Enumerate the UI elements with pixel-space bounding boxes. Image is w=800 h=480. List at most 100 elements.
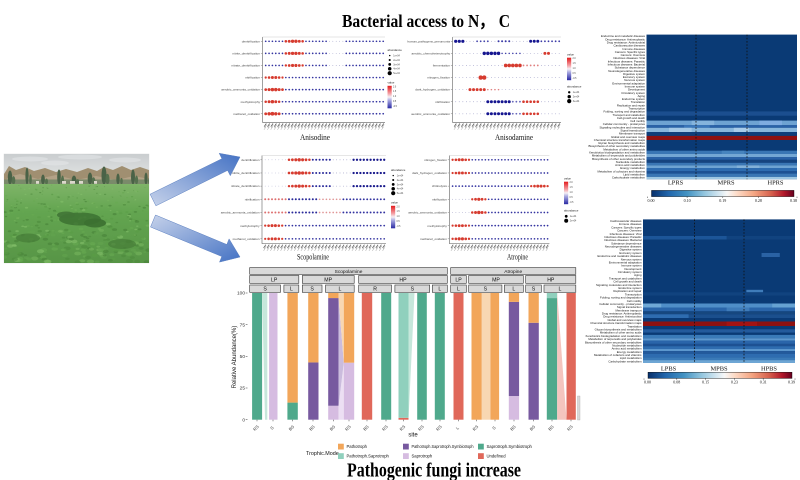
svg-text:Infectious diseases: Viral: Infectious diseases: Viral [613,56,645,60]
svg-text:methanol_oxidation: methanol_oxidation [233,112,260,116]
svg-text:Nucleotide metabolism: Nucleotide metabolism [612,343,642,347]
svg-text:aerobic_ammonia_oxidation: aerobic_ammonia_oxidation [408,211,447,215]
svg-text:Membrane transport: Membrane transport [619,132,645,136]
svg-text:Signaling molecules and intera: Signaling molecules and interaction [600,125,646,129]
svg-text:value: value [567,53,574,57]
svg-text:BS: BS [288,424,296,432]
svg-text:1.5: 1.5 [397,211,401,213]
svg-text:0.5: 0.5 [570,197,574,199]
svg-text:RS: RS [344,424,352,432]
svg-text:2.0: 2.0 [397,206,401,208]
svg-text:LP: LP [271,277,278,283]
svg-text:Endocrine system: Endocrine system [622,97,646,101]
svg-text:0.19: 0.19 [719,198,726,203]
svg-text:RS: RS [252,424,260,432]
svg-text:3e+04: 3e+04 [397,184,404,186]
svg-text:Bacterial access to N， C: Bacterial access to N， C [342,11,510,31]
svg-text:BS: BS [362,424,370,432]
svg-text:MPBS: MPBS [710,365,727,372]
svg-text:-0.5: -0.5 [393,106,398,108]
svg-text:RS: RS [566,424,574,432]
svg-text:1.5: 1.5 [570,187,574,189]
svg-text:S: S [491,425,497,431]
svg-text:Immune diseases: Immune diseases [622,47,645,51]
svg-text:Folding, sorting and degradati: Folding, sorting and degradation [600,296,642,300]
svg-text:Folding, sorting and degradati: Folding, sorting and degradation [604,110,646,114]
svg-text:LPRS: LPRS [668,180,684,187]
svg-text:HPRS: HPRS [768,180,784,187]
svg-text:Saprotroph: Saprotroph [412,454,433,459]
svg-text:Amino acid metabolism: Amino acid metabolism [612,347,642,351]
svg-text:Environmental adaptation: Environmental adaptation [609,260,642,264]
svg-text:1e+04: 1e+04 [393,56,400,58]
svg-text:0.38: 0.38 [790,198,797,203]
svg-text:Energy metabolism: Energy metabolism [620,166,645,170]
svg-text:Cancers: Overview: Cancers: Overview [617,229,642,233]
svg-text:5e+04: 5e+04 [393,73,400,75]
svg-text:RS: RS [417,424,425,432]
svg-text:Anisodamine: Anisodamine [495,133,533,142]
svg-text:Endocrine system: Endocrine system [619,286,643,290]
svg-text:Cellular community - prokaryot: Cellular community - prokaryotes [599,302,642,306]
svg-text:nitrification: nitrification [435,100,450,104]
svg-text:Atropine: Atropine [504,269,522,275]
svg-text:BS: BS [509,424,517,432]
svg-text:Pathotroph: Pathotroph [347,444,368,449]
svg-text:75: 75 [240,322,246,328]
svg-text:Translation: Translation [631,100,646,104]
svg-text:Excretory system: Excretory system [623,75,646,79]
svg-text:4e+04: 4e+04 [397,189,404,191]
svg-text:S: S [310,287,314,293]
svg-text:BS: BS [308,424,316,432]
svg-text:Signal transduction: Signal transduction [617,305,642,309]
svg-text:S: S [269,425,275,431]
svg-text:Metabolism of terpenoids and p: Metabolism of terpenoids and polyketides [588,337,642,341]
svg-text:nitrogen_fixation: nitrogen_fixation [424,158,447,162]
svg-text:nitrogen_fixation: nitrogen_fixation [427,76,450,80]
svg-text:1.5: 1.5 [573,63,577,65]
svg-text:Immune system: Immune system [621,264,642,268]
svg-text:Excretory system: Excretory system [619,251,642,255]
svg-text:Pathotroph.Saprotroph.Symbiotr: Pathotroph.Saprotroph.Symbiotroph [412,444,475,449]
svg-text:nitrification: nitrification [245,76,260,80]
svg-text:1e+04: 1e+04 [570,216,577,218]
svg-text:0.5: 0.5 [393,101,397,103]
svg-text:100: 100 [237,291,245,297]
svg-text:Environmental adaptation: Environmental adaptation [612,81,645,85]
svg-text:1e+04: 1e+04 [397,176,404,178]
svg-text:Pathogenic fungi increase: Pathogenic fungi increase [347,461,521,480]
svg-text:L: L [512,287,515,293]
svg-text:4e+04: 4e+04 [393,69,400,71]
svg-text:Infectious diseases: Parasitic: Infectious diseases: Parasitic [608,59,646,63]
svg-text:LP: LP [455,277,462,283]
svg-text:2e+04: 2e+04 [570,221,577,223]
svg-text:methylotrophy: methylotrophy [427,224,447,228]
svg-text:Biosynthesis of other secondar: Biosynthesis of other secondary metaboli… [585,340,642,344]
svg-text:0.39: 0.39 [788,380,795,385]
svg-text:L: L [457,287,460,293]
svg-text:Carbohydrate metabolism: Carbohydrate metabolism [608,359,642,363]
svg-text:value: value [388,81,395,85]
svg-text:Circulatory system: Circulatory system [618,270,642,274]
svg-text:-0.5: -0.5 [573,78,578,80]
svg-text:HP: HP [399,277,407,283]
svg-text:RS: RS [435,424,443,432]
svg-text:Cardiovascular diseases: Cardiovascular diseases [614,44,646,48]
svg-text:Substance dependence: Substance dependence [611,241,642,245]
svg-text:0: 0 [242,417,245,423]
svg-text:value: value [391,201,398,205]
svg-text:nitrite_denitrification: nitrite_denitrification [232,171,260,175]
svg-text:0.10: 0.10 [684,198,691,203]
svg-text:Cell motility: Cell motility [630,119,645,123]
svg-text:Drug resistance: Antineoplasti: Drug resistance: Antineoplastic [602,312,642,316]
svg-text:Undefined: Undefined [487,454,507,459]
svg-text:chitinolysis: chitinolysis [432,184,447,188]
svg-text:aerobic_ammonia_oxidation: aerobic_ammonia_oxidation [411,112,450,116]
svg-text:Transport and catabolism: Transport and catabolism [612,113,645,117]
svg-text:Cancers: Overview: Cancers: Overview [621,53,646,57]
svg-text:S: S [532,287,536,293]
svg-text:Aging: Aging [634,273,642,277]
svg-text:Cellular community - prokaryot: Cellular community - prokaryotes [603,122,646,126]
svg-text:Metabolism of other amino acid: Metabolism of other amino acids [600,331,642,335]
svg-text:Atropine: Atropine [507,253,528,262]
